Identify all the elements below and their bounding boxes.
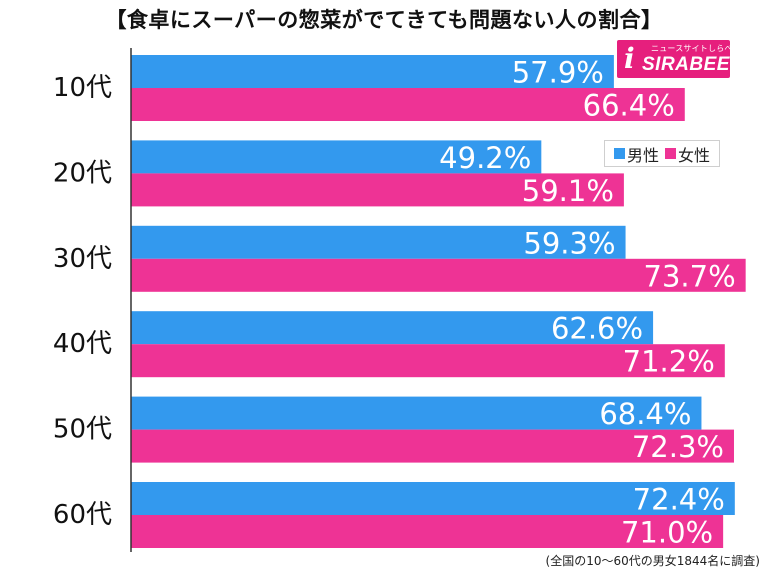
bar-female-1 [131, 173, 624, 207]
value-label-female-2: 73.7% [644, 259, 736, 293]
chart-title: 【食卓にスーパーの惣菜がでてきても問題ない人の割合】 [105, 8, 663, 32]
bar-male-5 [131, 482, 735, 515]
bar-female-0 [131, 88, 685, 121]
legend-label-male: 男性 [626, 145, 659, 165]
legend-swatch-male [613, 148, 625, 159]
value-label-female-1: 59.1% [522, 174, 614, 208]
category-label-2: 30代 [53, 244, 112, 274]
value-label-male-4: 68.4% [599, 397, 691, 431]
value-label-female-0: 66.4% [583, 89, 675, 123]
category-label-0: 10代 [53, 73, 112, 103]
bar-male-2 [131, 225, 626, 259]
category-label-1: 20代 [53, 158, 112, 188]
survey-note: (全国の10〜60代の男女1844名に調査) [545, 554, 760, 568]
value-label-male-3: 62.6% [551, 312, 643, 346]
bar-female-4 [131, 429, 734, 463]
chart-legend: 男性 女性 [604, 140, 720, 167]
value-label-female-3: 71.2% [623, 345, 715, 379]
bar-male-4 [131, 396, 702, 430]
bar-female-5 [131, 515, 724, 548]
category-label-5: 60代 [53, 500, 112, 530]
logo-name: SIRABEE [642, 54, 730, 75]
bar-male-1 [131, 140, 542, 174]
legend-item-male: 男性 [613, 142, 659, 166]
bar-male-3 [131, 311, 654, 345]
legend-label-female: 女性 [678, 145, 711, 165]
sirabee-logo: i ニュースサイトしらべぇ SIRABEE [617, 40, 741, 78]
logo-tagline: ニュースサイトしらべぇ [651, 44, 741, 53]
value-label-male-2: 59.3% [523, 226, 615, 260]
legend-item-female: 女性 [665, 142, 710, 166]
value-label-male-5: 72.4% [633, 483, 725, 517]
category-label-3: 40代 [53, 329, 112, 359]
logo-i-icon: i [624, 42, 635, 75]
bar-male-0 [131, 55, 614, 88]
legend-swatch-female [665, 148, 676, 159]
bar-female-2 [131, 258, 746, 292]
value-label-female-4: 72.3% [632, 430, 724, 464]
category-label-4: 50代 [53, 415, 112, 445]
value-label-male-1: 49.2% [439, 141, 531, 175]
value-label-female-5: 71.0% [621, 516, 713, 550]
value-label-male-0: 57.9% [512, 56, 604, 90]
bar-female-3 [131, 344, 725, 378]
